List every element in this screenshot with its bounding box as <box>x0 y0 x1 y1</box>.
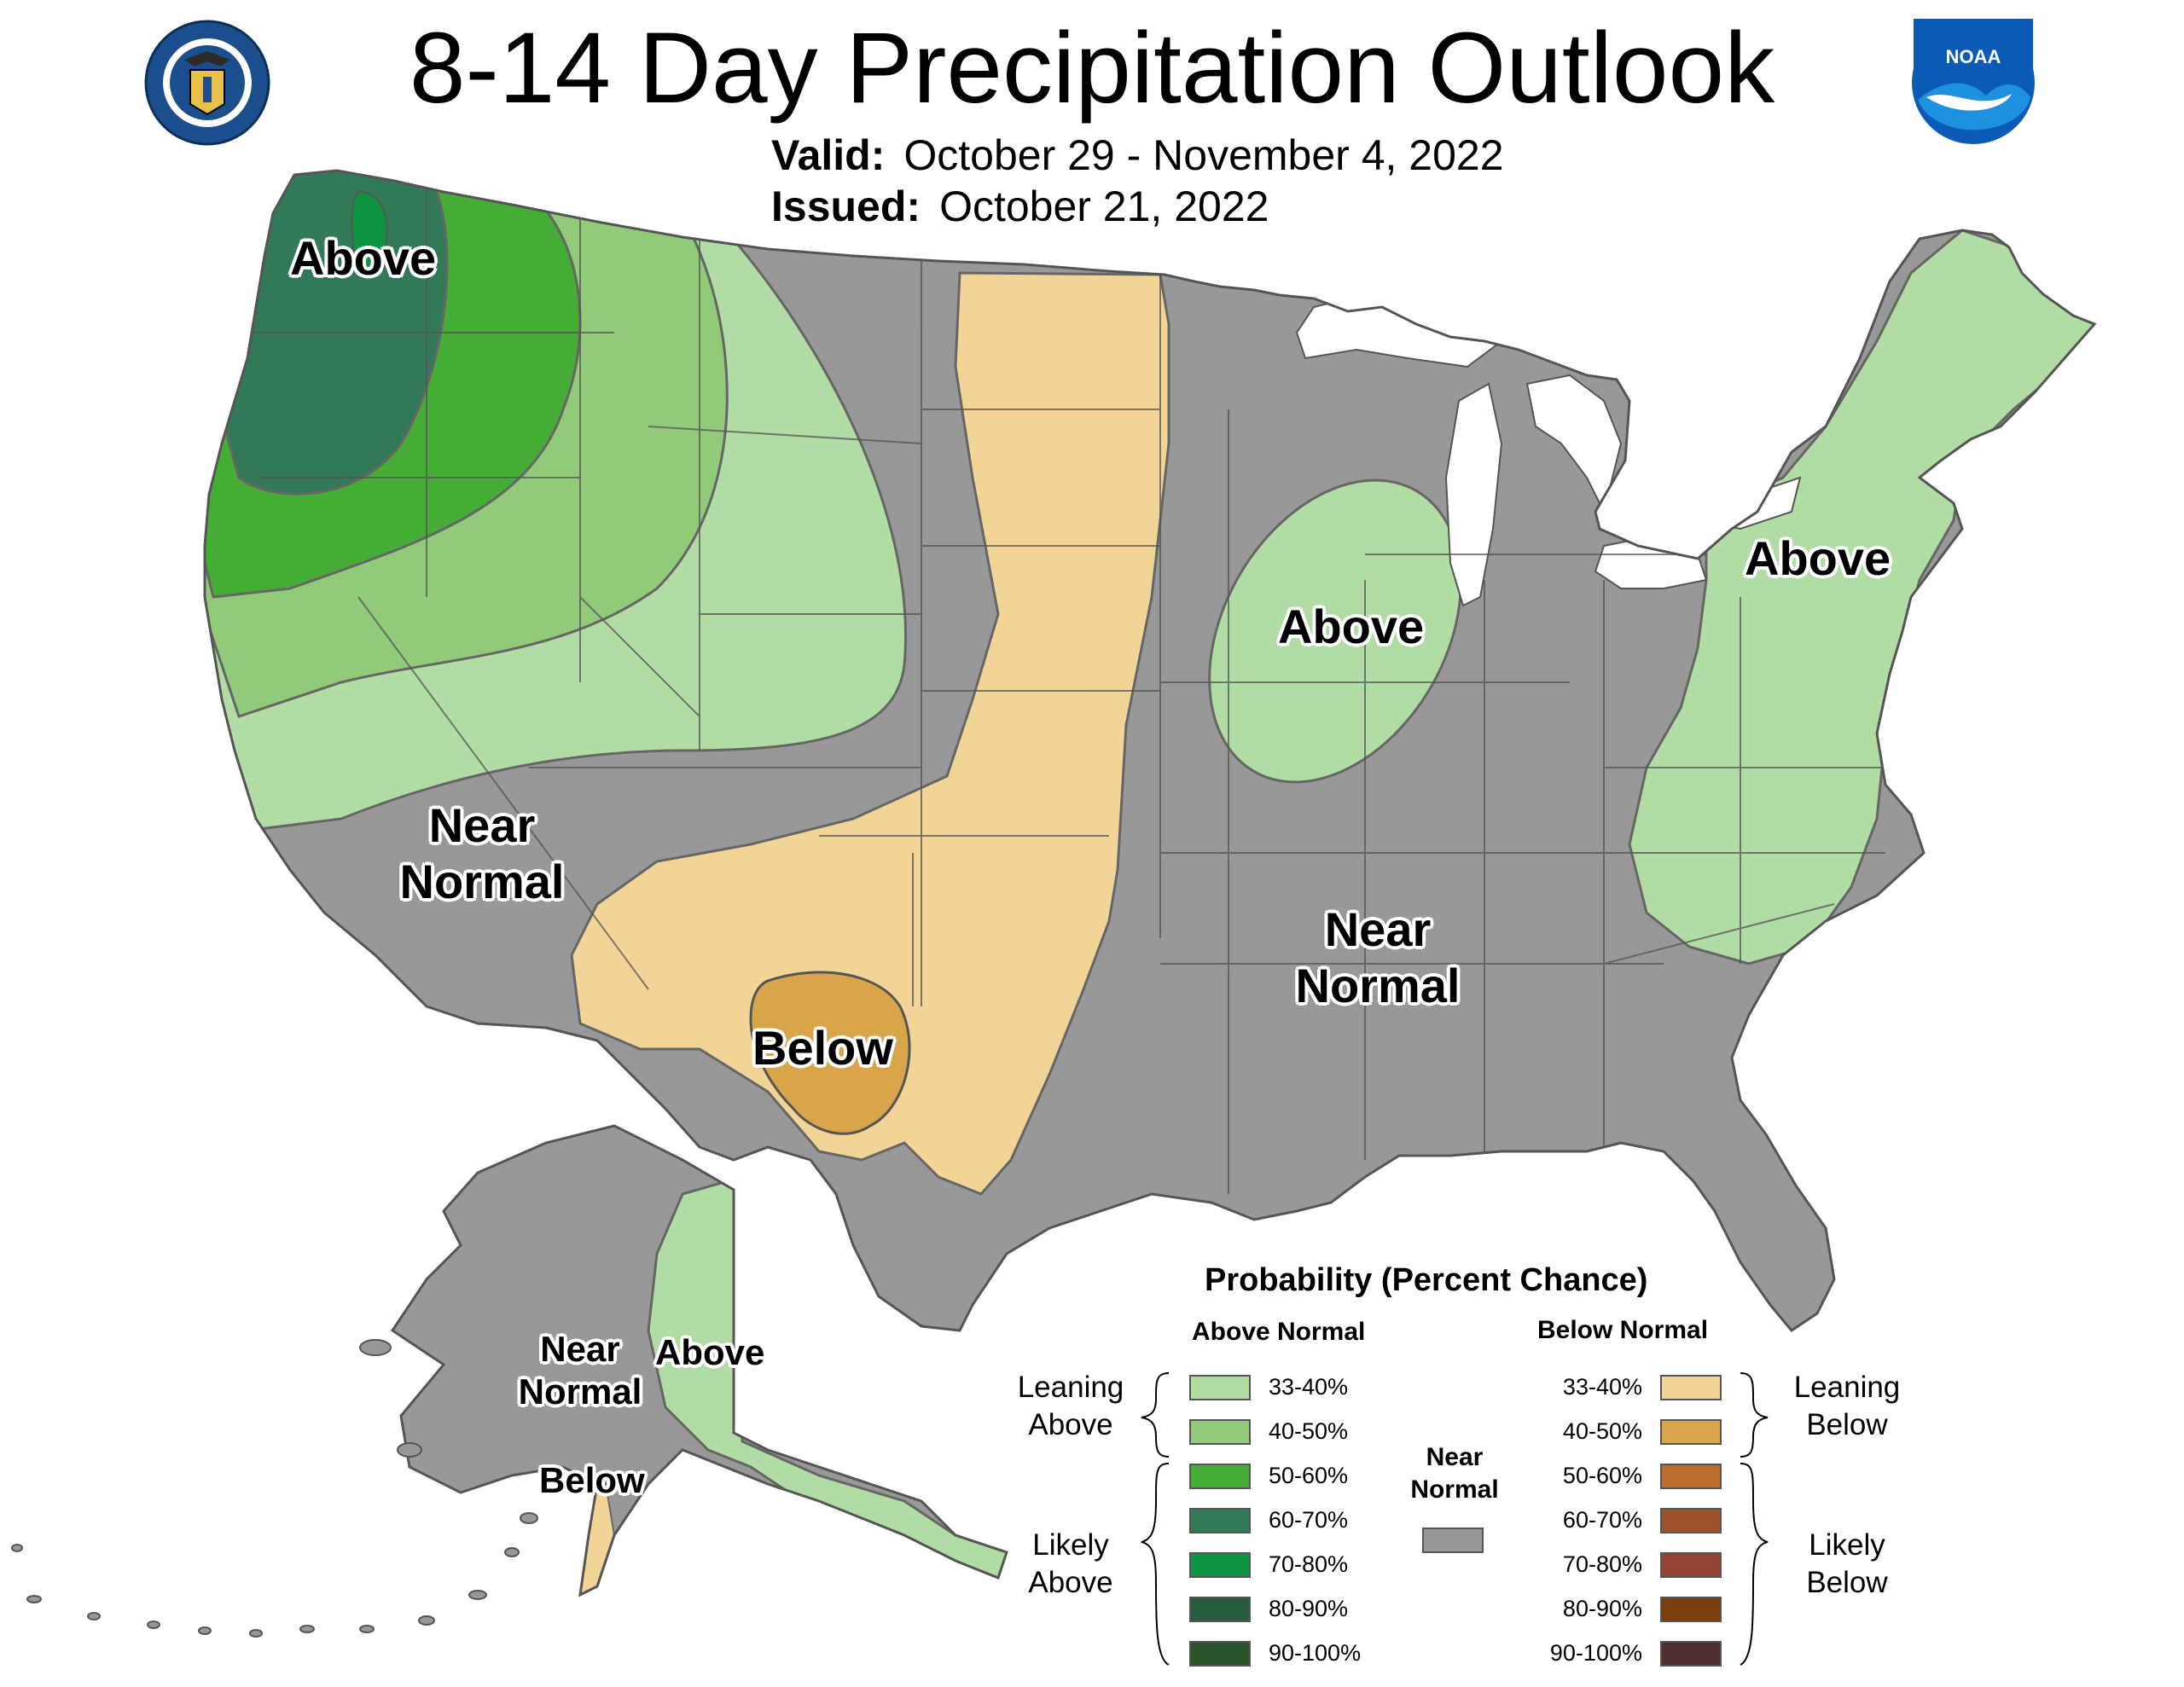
legend-swatch-above-6 <box>1189 1641 1251 1667</box>
legend-swatch-above-1 <box>1189 1419 1251 1445</box>
legend-title: Probability (Percent Chance) <box>1205 1262 1648 1298</box>
legend-likely-below-2: Below <box>1806 1566 1888 1599</box>
legend-likely-above: Likely Above <box>998 1527 1143 1602</box>
legend-swatch-above-0 <box>1189 1375 1251 1400</box>
label-south-near-normal: Near Normal <box>1284 901 1472 1014</box>
legend-near-normal: Near Normal <box>1408 1441 1502 1506</box>
page-title: 8-14 Day Precipitation Outlook <box>409 12 1775 125</box>
legend-near-1: Near <box>1426 1443 1484 1471</box>
doc-seal-icon <box>144 20 270 146</box>
legend-swatch-below-6 <box>1660 1641 1722 1667</box>
legend-swatch-below-4 <box>1660 1552 1722 1578</box>
label-ak-below: Below <box>539 1460 645 1500</box>
legend-below-header: Below Normal <box>1537 1316 1709 1344</box>
legend-near-2: Normal <box>1410 1475 1499 1504</box>
label-west-normal: Normal <box>399 855 565 908</box>
legend-likely-below: Likely Below <box>1774 1527 1920 1602</box>
legend-above-pct-0: 33-40% <box>1269 1374 1349 1400</box>
legend-below-pct-4: 70-80% <box>1562 1551 1642 1577</box>
legend-leaning-below: Leaning Below <box>1774 1369 1920 1444</box>
legend-below-pct-5: 80-90% <box>1562 1596 1642 1621</box>
issued-value: October 21, 2022 <box>939 183 1269 230</box>
issued-label: Issued: <box>771 183 921 230</box>
valid-value: October 29 - November 4, 2022 <box>903 131 1504 179</box>
legend-below-pct-2: 50-60% <box>1562 1463 1642 1488</box>
legend-swatch-below-5 <box>1660 1597 1722 1622</box>
legend-above-pct-5: 80-90% <box>1269 1596 1349 1621</box>
label-west-near: Near <box>428 798 536 852</box>
label-midwest-above: Above <box>1278 600 1425 653</box>
label-ne-above: Above <box>1745 531 1891 585</box>
legend-above-pct-3: 60-70% <box>1269 1507 1349 1533</box>
legend-swatch-above-5 <box>1189 1597 1251 1622</box>
legend-above-pct-1: 40-50% <box>1269 1418 1349 1444</box>
legend-brace-above <box>1141 1372 1170 1666</box>
label-ak-normal: Normal <box>518 1371 642 1412</box>
legend-swatch-above-4 <box>1189 1552 1251 1578</box>
legend-leaning-above-1: Leaning <box>1017 1371 1124 1404</box>
legend-leaning-above-2: Above <box>1028 1408 1113 1441</box>
legend-above-pct-4: 70-80% <box>1269 1551 1349 1577</box>
legend-swatch-below-0 <box>1660 1375 1722 1400</box>
legend-likely-below-1: Likely <box>1809 1528 1885 1562</box>
legend-below-pct-0: 33-40% <box>1562 1374 1642 1400</box>
noaa-logo-icon: NOAA <box>1912 19 2035 144</box>
legend-swatch-near-normal <box>1422 1528 1484 1553</box>
valid-label: Valid: <box>771 131 886 179</box>
legend-brace-below <box>1740 1372 1769 1666</box>
label-west-near-normal: Near Normal <box>388 797 576 910</box>
legend-above-pct-6: 90-100% <box>1269 1640 1362 1666</box>
legend-above-pct-2: 50-60% <box>1269 1463 1349 1488</box>
legend-swatch-below-1 <box>1660 1419 1722 1445</box>
label-south-normal: Normal <box>1295 959 1461 1012</box>
label-ak-near-normal: Near Normal <box>508 1328 653 1413</box>
legend-likely-above-2: Above <box>1028 1566 1113 1599</box>
legend-swatch-below-3 <box>1660 1508 1722 1533</box>
legend-likely-above-1: Likely <box>1032 1528 1109 1562</box>
valid-dates: Valid: October 29 - November 4, 2022 <box>771 128 1504 183</box>
legend-below-pct-1: 40-50% <box>1562 1418 1642 1444</box>
legend-below-pct-6: 90-100% <box>1549 1640 1642 1666</box>
legend-leaning-above: Leaning Above <box>998 1369 1143 1444</box>
svg-text:NOAA: NOAA <box>1946 46 2001 67</box>
legend-swatch-above-3 <box>1189 1508 1251 1533</box>
legend-above-header: Above Normal <box>1192 1318 1366 1346</box>
label-nw-above: Above <box>290 231 437 285</box>
legend-leaning-below-1: Leaning <box>1793 1371 1901 1404</box>
label-ak-near: Near <box>540 1329 620 1369</box>
legend-swatch-below-2 <box>1660 1464 1722 1489</box>
label-south-near: Near <box>1324 902 1432 956</box>
legend-swatch-above-2 <box>1189 1464 1251 1489</box>
label-sw-below: Below <box>752 1021 893 1075</box>
legend-below-pct-3: 60-70% <box>1562 1507 1642 1533</box>
legend-leaning-below-2: Below <box>1806 1408 1888 1441</box>
issued-date: Issued: October 21, 2022 <box>771 179 1269 234</box>
label-ak-above: Above <box>655 1332 765 1372</box>
